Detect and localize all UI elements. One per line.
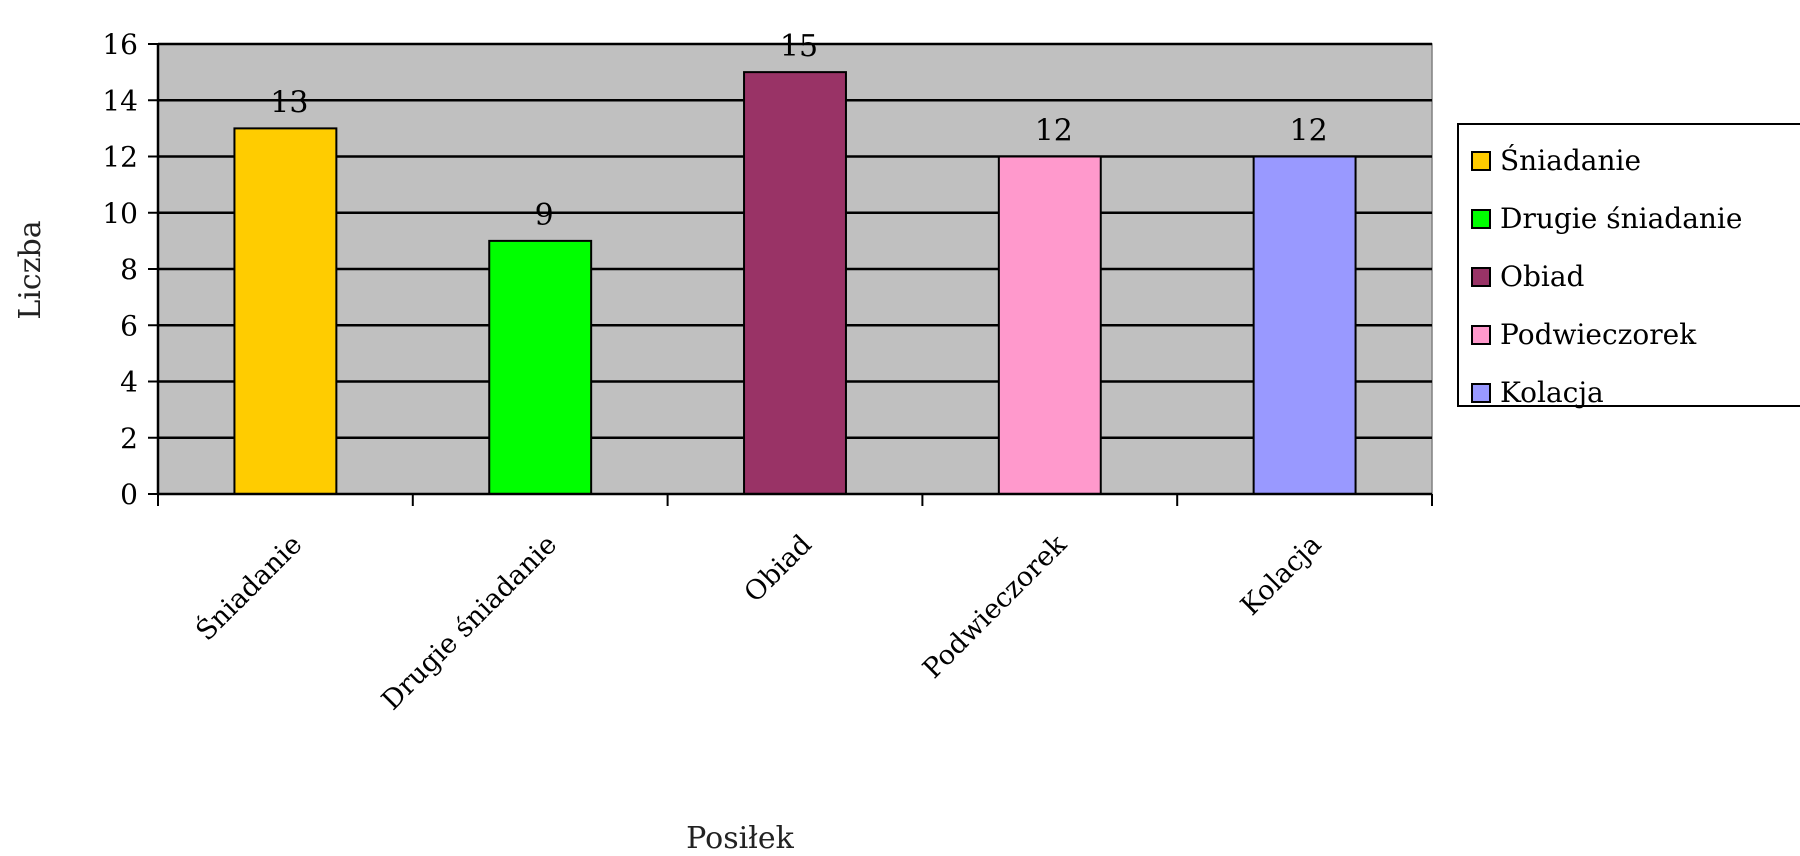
x-tick-label: Obiad bbox=[738, 529, 818, 609]
data-label: 12 bbox=[1035, 114, 1073, 149]
x-tick-label: Kolacja bbox=[1235, 529, 1328, 622]
y-tick-label: 14 bbox=[102, 84, 138, 117]
legend-label: Drugie śniadanie bbox=[1500, 202, 1742, 235]
legend-swatch bbox=[1471, 267, 1491, 287]
data-labels: 13 9 15 12 12 bbox=[270, 29, 1327, 233]
y-tick-labels: 0 2 4 6 8 10 12 14 16 bbox=[102, 28, 138, 511]
legend-label: Podwieczorek bbox=[1500, 318, 1697, 351]
bar-3 bbox=[743, 71, 847, 495]
bar-5 bbox=[1252, 155, 1357, 495]
y-tick-label: 16 bbox=[102, 28, 138, 61]
legend-swatch bbox=[1471, 151, 1491, 171]
data-label: 12 bbox=[1290, 114, 1328, 149]
y-tick-label: 2 bbox=[120, 422, 138, 455]
axes bbox=[148, 43, 1433, 506]
legend: Śniadanie Drugie śniadanie Obiad Podwieczor… bbox=[1457, 123, 1800, 409]
x-tick-label: Śniadanie bbox=[188, 527, 308, 647]
data-label: 15 bbox=[780, 29, 818, 64]
y-tick-label: 4 bbox=[120, 366, 138, 399]
y-axis-title: Liczba bbox=[13, 220, 48, 319]
y-tick-label: 6 bbox=[120, 309, 138, 342]
data-label: 9 bbox=[535, 198, 554, 233]
bar-2 bbox=[488, 239, 593, 495]
data-label: 13 bbox=[270, 85, 308, 120]
bar-1 bbox=[233, 127, 338, 495]
legend-swatch bbox=[1471, 383, 1491, 403]
y-tick-label: 8 bbox=[120, 253, 138, 286]
legend-label: Śniadanie bbox=[1500, 143, 1641, 177]
y-tick-label: 10 bbox=[102, 197, 138, 230]
legend-box bbox=[1457, 123, 1800, 407]
x-axis-title: Posiłek bbox=[686, 821, 795, 856]
legend-label: Kolacja bbox=[1500, 376, 1604, 409]
x-tick-labels: Śniadanie Drugie śniadanie Obiad Podwieczor… bbox=[188, 527, 1327, 716]
legend-swatch bbox=[1471, 325, 1491, 345]
x-tick-label: Podwieczorek bbox=[917, 529, 1073, 685]
y-tick-label: 12 bbox=[102, 141, 138, 174]
legend-label: Obiad bbox=[1500, 260, 1585, 293]
y-tick-label: 0 bbox=[120, 478, 138, 511]
x-tick-label: Drugie śniadanie bbox=[376, 529, 563, 716]
legend-swatch bbox=[1471, 209, 1491, 229]
bar-4 bbox=[997, 155, 1102, 495]
bars bbox=[233, 71, 1357, 495]
